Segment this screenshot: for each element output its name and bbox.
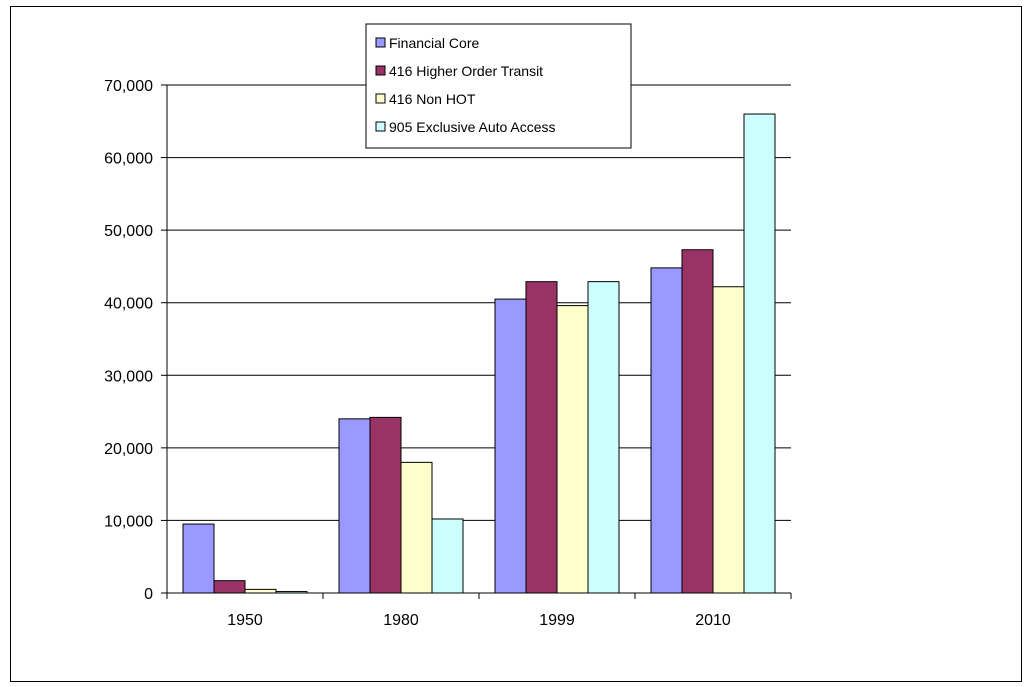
- x-tick-label: 1980: [383, 612, 419, 629]
- legend-label: 416 Higher Order Transit: [389, 63, 543, 79]
- legend-swatch: [375, 65, 386, 76]
- y-tick-label: 50,000: [104, 223, 153, 240]
- bar-financial-core-1980: [338, 418, 371, 594]
- legend-swatch: [375, 121, 386, 132]
- legend-label: Financial Core: [389, 35, 479, 51]
- bar-416-higher-order-transit-2010: [681, 249, 714, 594]
- legend-box: [365, 23, 632, 149]
- bar-905-exclusive-auto-access-1999: [587, 281, 620, 594]
- bar-905-exclusive-auto-access-2010: [743, 113, 776, 594]
- bar-416-non-hot-1999: [556, 305, 589, 594]
- legend-swatch: [375, 93, 386, 104]
- bar-financial-core-1999: [494, 298, 527, 594]
- gridlines: [167, 84, 791, 521]
- bar-416-non-hot-1980: [400, 461, 433, 594]
- y-tick-label: 0: [144, 586, 153, 603]
- x-tick-label: 1950: [227, 612, 263, 629]
- y-axis-ticks: 0 10,000 20,000 30,000 40,000 50,000 60,000 70,…: [104, 78, 167, 603]
- bar-financial-core-2010: [650, 267, 683, 594]
- legend: Financial Core 416 Higher Order Transit 41…: [365, 23, 632, 149]
- y-tick-label: 70,000: [104, 78, 153, 95]
- bar-416-higher-order-transit-1980: [369, 416, 402, 594]
- bars: [182, 113, 776, 594]
- bar-416-non-hot-1950: [244, 588, 277, 594]
- bar-416-higher-order-transit-1950: [213, 580, 246, 594]
- x-tick-label: 1999: [539, 612, 575, 629]
- bar-416-higher-order-transit-1999: [525, 281, 558, 594]
- y-tick-label: 30,000: [104, 368, 153, 385]
- bar-chart: 0 10,000 20,000 30,000 40,000 50,000 60,000 70,…: [104, 23, 792, 629]
- y-tick-label: 40,000: [104, 296, 153, 313]
- x-axis-ticks: 1950 1980 1999 2010: [166, 593, 792, 629]
- x-tick-label: 2010: [695, 612, 731, 629]
- y-tick-label: 60,000: [104, 151, 153, 168]
- legend-label: 416 Non HOT: [389, 91, 476, 107]
- bar-financial-core-1950: [182, 523, 215, 594]
- bar-905-exclusive-auto-access-1980: [431, 518, 464, 594]
- legend-swatch: [375, 37, 386, 48]
- y-tick-label: 10,000: [104, 513, 153, 530]
- legend-label: 905 Exclusive Auto Access: [389, 119, 556, 135]
- bar-416-non-hot-2010: [712, 286, 745, 594]
- chart-frame: 0 10,000 20,000 30,000 40,000 50,000 60,000 70,…: [10, 6, 1022, 682]
- y-tick-label: 20,000: [104, 441, 153, 458]
